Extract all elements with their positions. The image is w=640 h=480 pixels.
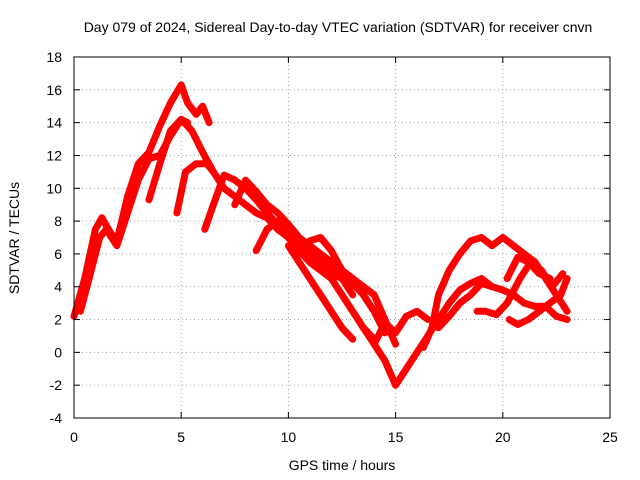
y-tick-label: 4 [54, 279, 62, 295]
series-line-pass-4 [173, 160, 217, 217]
plot-frame [73, 56, 611, 419]
y-tick-label: 0 [54, 344, 62, 360]
series-line-pass-14 [435, 279, 496, 332]
x-tick-label: 5 [177, 429, 185, 445]
y-tick-label: -4 [50, 410, 63, 426]
x-axis-label: GPS time / hours [289, 457, 396, 473]
y-tick-label: 6 [54, 246, 62, 262]
series-group [70, 81, 571, 389]
x-tick-label: 25 [602, 429, 618, 445]
axis-ticks: 0 5 10 15 20 25 -4 -2 0 2 4 6 8 10 12 14 16 18 [46, 49, 618, 445]
series-line-pass-8 [284, 242, 357, 343]
y-axis-label: SDTVAR / TECUs [6, 182, 22, 294]
series-line-pass-17 [503, 253, 554, 282]
x-tick-label: 10 [281, 429, 297, 445]
y-tick-label: -2 [50, 377, 63, 393]
chart-title: Day 079 of 2024, Sidereal Day-to-day VTE… [84, 19, 593, 35]
series-line-pass-12 [420, 234, 571, 351]
series-line-pass-2 [76, 115, 389, 337]
series-line-pass-9 [295, 234, 400, 348]
x-tick-label: 20 [495, 429, 511, 445]
x-tick-label: 15 [388, 429, 404, 445]
y-tick-label: 16 [46, 82, 62, 98]
y-tick-label: 10 [46, 180, 62, 196]
series-line-pass-5 [201, 171, 378, 343]
y-tick-label: 12 [46, 147, 62, 163]
x-tick-label: 0 [70, 429, 78, 445]
y-tick-label: 14 [46, 115, 62, 131]
grid [74, 57, 610, 418]
series-line-pass-11 [370, 307, 432, 348]
y-tick-label: 18 [46, 49, 62, 65]
series-line-pass-7 [252, 217, 389, 337]
y-tick-label: 8 [54, 213, 62, 229]
series-line-pass-3 [145, 115, 192, 204]
series-line-pass-16 [505, 275, 571, 328]
series-line-pass-1 [70, 81, 213, 320]
y-tick-label: 2 [54, 312, 62, 328]
